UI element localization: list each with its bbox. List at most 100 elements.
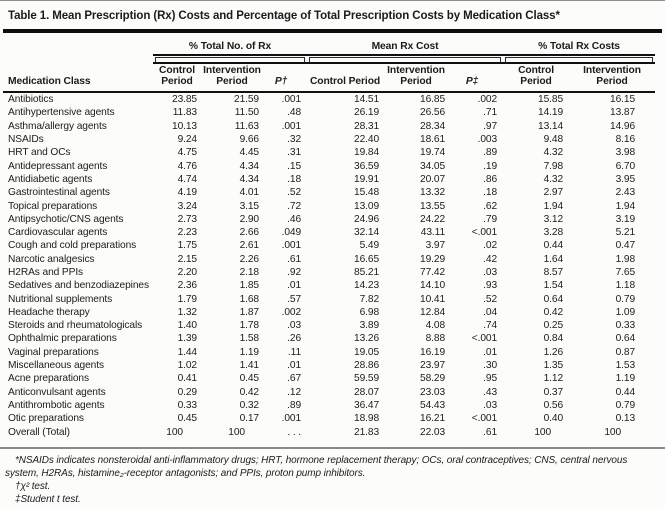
value-cell: 1.68 xyxy=(239,293,260,305)
value-cell: 0.87 xyxy=(615,346,636,358)
value-cell: 0.40 xyxy=(543,413,564,425)
value-cell: .001 xyxy=(281,120,302,132)
table-body: Antibiotics 23.85 21.59 .001 14.51 16.85 .002 1… xyxy=(3,92,655,439)
table-row: Vaginal preparations 1.44 1.19 .11 19.05 16.1… xyxy=(3,346,655,359)
bottom-rule xyxy=(0,446,665,449)
value-cell: 0.45 xyxy=(239,373,260,385)
value-cell: 14.10 xyxy=(420,280,446,292)
medication-class-cell: Otic preparations xyxy=(8,413,84,425)
prescription-costs-table: Medication Class % Total No. of Rx Mean … xyxy=(3,33,656,439)
medication-class-header: Medication Class xyxy=(3,33,153,93)
value-cell: 15.48 xyxy=(354,187,380,199)
value-cell: 16.21 xyxy=(420,413,446,425)
value-cell: 23.85 xyxy=(172,94,197,106)
value-cell: 13.14 xyxy=(538,120,564,132)
value-cell: 1.94 xyxy=(615,200,636,212)
table-row: Narcotic analgesics 2.15 2.26 .61 16.65 19.29… xyxy=(3,253,655,266)
table-row: Anticonvulsant agents 0.29 0.42 .12 28.07 23.… xyxy=(3,386,655,399)
medication-class-cell: Asthma/allergy agents xyxy=(8,120,107,132)
value-cell: 1.78 xyxy=(239,320,260,332)
value-cell: 9.48 xyxy=(543,134,564,146)
value-cell: 28.86 xyxy=(354,360,380,372)
value-cell: 1.18 xyxy=(615,280,636,292)
value-cell: 4.19 xyxy=(177,187,198,199)
value-cell: 18.61 xyxy=(420,134,446,146)
value-cell: 1.32 xyxy=(177,306,198,318)
value-cell: .46 xyxy=(287,213,302,225)
table-row: Steroids and rheumatologicals 1.40 1.78 .03… xyxy=(3,319,655,332)
table-row: Antidiabetic agents 4.74 4.34 .18 19.91 20.07… xyxy=(3,173,655,186)
value-cell: 28.07 xyxy=(354,386,380,398)
value-cell: 20.07 xyxy=(420,173,446,185)
table-row: Gastrointestinal agents 4.19 4.01 .52 15.48 1… xyxy=(3,186,655,199)
value-cell: <.001 xyxy=(471,333,498,345)
value-cell: 2.23 xyxy=(177,227,198,239)
value-cell: .86 xyxy=(483,173,498,185)
table-row: Miscellaneous agents 1.02 1.41 .01 28.86 23.9… xyxy=(3,359,655,372)
value-cell: .74 xyxy=(483,320,498,332)
value-cell: 4.34 xyxy=(239,173,260,185)
value-cell: .049 xyxy=(281,227,302,239)
table-header: Medication Class % Total No. of Rx Mean … xyxy=(3,33,656,93)
table-row: Antibiotics 23.85 21.59 .001 14.51 16.85 .002 1… xyxy=(3,92,655,106)
subheader-row: Control Period Intervention Period P† Co… xyxy=(3,63,656,93)
col-header-g1-p: P† xyxy=(263,63,308,93)
value-cell: 21.59 xyxy=(234,94,259,106)
value-cell: 7.98 xyxy=(543,160,564,172)
value-cell: 0.41 xyxy=(177,373,198,385)
value-cell: 9.66 xyxy=(239,134,260,146)
value-cell: 4.75 xyxy=(177,147,198,159)
value-cell: .52 xyxy=(483,293,498,305)
medication-class-cell: Antithrombotic agents xyxy=(8,399,105,411)
table-row: HRT and OCs 4.75 4.45 .31 19.84 19.74 .89 4.32 3… xyxy=(3,146,655,159)
value-cell: 22.40 xyxy=(354,134,380,146)
value-cell: .001 xyxy=(281,240,302,252)
table-row: Cardiovascular agents 2.23 2.66 .049 32.14 43… xyxy=(3,226,655,239)
value-cell: 26.19 xyxy=(354,107,380,119)
value-cell: 3.97 xyxy=(425,240,446,252)
value-cell: <.001 xyxy=(471,227,498,239)
medication-class-cell: Antipsychotic/CNS agents xyxy=(8,213,124,225)
footnote-student-t-test: ‡Student t test. xyxy=(15,493,81,505)
value-cell: 0.45 xyxy=(177,413,198,425)
value-cell: 43.11 xyxy=(420,227,446,239)
value-cell: .48 xyxy=(287,107,302,119)
value-cell: 2.97 xyxy=(543,187,564,199)
value-cell: 1.40 xyxy=(177,320,198,332)
col-header-g3-intervention: Intervention Period xyxy=(569,63,656,93)
value-cell: 0.44 xyxy=(543,240,564,252)
value-cell: 4.32 xyxy=(543,173,564,185)
value-cell: .97 xyxy=(483,120,498,132)
value-cell: .003 xyxy=(477,134,498,146)
value-cell: 0.79 xyxy=(615,293,636,305)
value-cell: .52 xyxy=(287,187,302,199)
value-cell: .67 xyxy=(287,373,302,385)
value-cell: 58.29 xyxy=(420,373,446,385)
value-cell: 0.64 xyxy=(615,333,636,345)
value-cell: 28.31 xyxy=(354,120,380,132)
value-cell: 0.47 xyxy=(615,240,636,252)
value-cell: 1.64 xyxy=(543,253,564,265)
value-cell: 28.34 xyxy=(420,120,446,132)
value-cell: 23.03 xyxy=(420,386,446,398)
value-cell: 100 xyxy=(166,426,183,438)
value-cell: .32 xyxy=(287,134,302,146)
table-row: Headache therapy 1.32 1.87 .002 6.98 12.84 .04… xyxy=(3,306,655,319)
value-cell: .11 xyxy=(287,346,302,358)
medication-class-cell: Acne preparations xyxy=(8,373,89,385)
value-cell: 2.20 xyxy=(177,267,198,278)
table-row: H2RAs and PPIs 2.20 2.18 .92 85.21 77.42 .03 8.… xyxy=(3,266,655,279)
col-header-g2-p: P‡ xyxy=(449,63,504,93)
medication-class-cell: Antihypertensive agents xyxy=(8,107,115,119)
value-cell: .57 xyxy=(287,293,302,305)
value-cell: 77.42 xyxy=(420,267,446,278)
col-header-g1-intervention: Intervention Period xyxy=(201,63,263,93)
value-cell: .71 xyxy=(483,107,498,119)
value-cell: 100 xyxy=(228,426,245,438)
medication-class-cell: Cardiovascular agents xyxy=(8,227,108,239)
value-cell: 1.09 xyxy=(615,306,636,318)
value-cell: 1.41 xyxy=(239,360,260,372)
value-cell: 3.24 xyxy=(177,200,198,212)
value-cell: 11.83 xyxy=(172,107,197,119)
value-cell: 1.58 xyxy=(239,333,260,345)
